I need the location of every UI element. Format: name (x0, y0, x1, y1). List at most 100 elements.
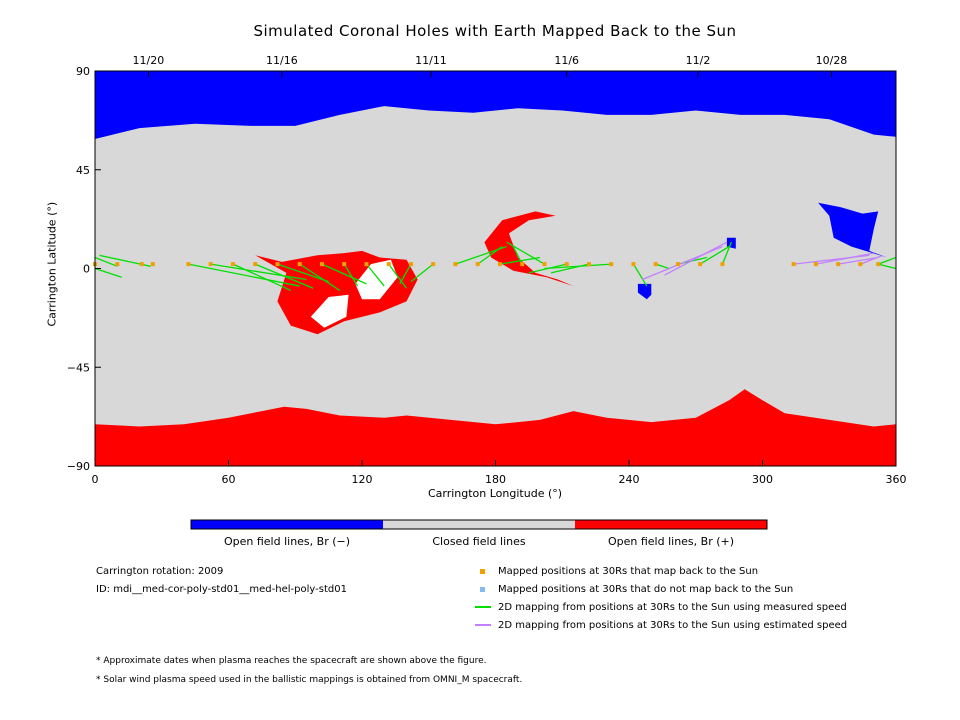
mapped-point-19 (520, 262, 525, 267)
y-tick-label-4: −90 (67, 460, 90, 473)
measured-mapping-line-11 (365, 263, 385, 287)
legend-text-mapped: Mapped positions at 30Rs that map back t… (498, 566, 759, 577)
measured-mapping-line-27 (721, 241, 732, 265)
measured-mapping-line-1 (94, 267, 122, 278)
x-tick-label-0: 0 (92, 473, 99, 486)
legend-marker-unmapped (480, 587, 485, 592)
measured-mapping-line-13 (399, 263, 412, 285)
south-polar-hole (95, 389, 896, 466)
estimated-mapping-line-1 (664, 241, 728, 276)
north-polar-hole (95, 71, 896, 139)
y-tick-label-0: 90 (76, 65, 90, 78)
mapped-point-5 (208, 262, 213, 267)
mapped-point-9 (297, 262, 302, 267)
estimated-mapping-line-3 (815, 252, 874, 265)
measured-mapping-line-10 (343, 263, 359, 287)
mapped-point-2 (139, 262, 144, 267)
measured-mapping-line-3 (188, 263, 300, 287)
x-axis-label: Carrington Longitude (°) (427, 487, 563, 500)
measured-mapping-line-26 (699, 245, 730, 265)
date-tick-label-3: 11/6 (554, 54, 579, 67)
measured-mapping-line-0 (94, 256, 118, 267)
mapped-point-7 (253, 262, 258, 267)
measured-mapping-line-18 (512, 246, 523, 265)
model-id-text: ID: mdi__med-cor-poly-std01__med-hel-pol… (96, 584, 347, 595)
x-tick-label-3: 180 (485, 473, 506, 486)
date-tick-label-0: 11/20 (133, 54, 165, 67)
y-axis-label: Carrington Latitude (°) (45, 201, 59, 327)
closed-island-1 (355, 259, 398, 300)
date-tick-label-4: 11/2 (686, 54, 711, 67)
measured-mapping-line-16 (477, 246, 503, 265)
mapped-point-12 (364, 262, 369, 267)
mapped-point-23 (609, 262, 614, 267)
mapped-point-1 (115, 262, 120, 267)
mapped-point-16 (453, 262, 458, 267)
mapped-point-8 (275, 262, 280, 267)
colorbar-label-positive: Open field lines, Br (+) (607, 535, 735, 548)
mapped-point-28 (720, 262, 725, 267)
legend-text-measured: 2D mapping from positions at 30Rs to the… (498, 602, 847, 613)
mapped-point-30 (813, 262, 818, 267)
colorbar-segment-0 (191, 520, 383, 529)
measured-mapping-line-5 (232, 263, 292, 292)
legend-text-estimated: 2D mapping from positions at 30Rs to the… (498, 620, 848, 631)
mapped-point-21 (564, 262, 569, 267)
mapped-point-13 (386, 262, 391, 267)
mapped-point-22 (586, 262, 591, 267)
mapped-point-10 (319, 262, 324, 267)
negative-hole-2 (818, 202, 888, 258)
colorbar-frame (190, 519, 768, 530)
measured-mapping-line-4 (210, 263, 307, 281)
y-tick-label-3: −45 (67, 361, 90, 374)
measured-mapping-line-9 (321, 263, 367, 285)
date-tick-label-5: 10/28 (816, 54, 848, 67)
colorbar-label-closed: Closed field lines (432, 535, 526, 548)
y-tick-label-1: 45 (76, 164, 90, 177)
measured-mapping-line-19 (506, 241, 545, 265)
measured-mapping-line-6 (254, 263, 314, 289)
measured-mapping-line-23 (632, 263, 648, 287)
measured-mapping-line-7 (277, 263, 329, 283)
measured-mapping-line-24 (655, 263, 670, 270)
x-tick-label-4: 240 (619, 473, 640, 486)
colorbar-segment-2 (575, 520, 767, 529)
mapped-point-26 (675, 262, 680, 267)
date-tick-label-1: 11/16 (266, 54, 298, 67)
measured-mapping-line-14 (410, 263, 434, 283)
mapped-point-15 (431, 262, 436, 267)
note-dates: * Approximate dates when plasma reaches … (96, 656, 487, 666)
mapped-point-18 (497, 262, 502, 267)
measured-mapping-line-8 (299, 263, 341, 291)
x-tick-label-6: 360 (886, 473, 907, 486)
estimated-mapping-line-5 (860, 254, 883, 265)
negative-hole-0 (637, 283, 652, 300)
carrington-rotation-text: Carrington rotation: 2009 (96, 566, 224, 577)
y-tick-label-2: 0 (83, 263, 90, 276)
mapped-point-29 (791, 262, 796, 267)
mapped-point-32 (858, 262, 863, 267)
estimated-mapping-line-4 (838, 256, 879, 265)
x-tick-label-2: 120 (352, 473, 373, 486)
measured-mapping-line-28 (877, 256, 897, 265)
mapped-point-31 (836, 262, 841, 267)
measured-mapping-line-22 (544, 263, 612, 270)
mapped-point-25 (653, 262, 658, 267)
positive-hole-1 (484, 211, 574, 287)
mapped-point-17 (475, 262, 480, 267)
date-tick-label-2: 11/11 (415, 54, 447, 67)
mapped-point-20 (542, 262, 547, 267)
colorbar-label-negative: Open field lines, Br (−) (223, 535, 351, 548)
closed-field-region (95, 71, 896, 466)
mapped-point-27 (698, 262, 703, 267)
mapped-point-6 (230, 262, 235, 267)
x-tick-label-1: 60 (222, 473, 236, 486)
note-speed: * Solar wind plasma speed used in the ba… (96, 675, 523, 685)
measured-mapping-line-12 (388, 263, 408, 289)
mapped-point-33 (876, 262, 881, 267)
legend-marker-mapped (480, 569, 485, 574)
mapped-point-4 (186, 262, 191, 267)
colorbar-segment-1 (383, 520, 575, 529)
